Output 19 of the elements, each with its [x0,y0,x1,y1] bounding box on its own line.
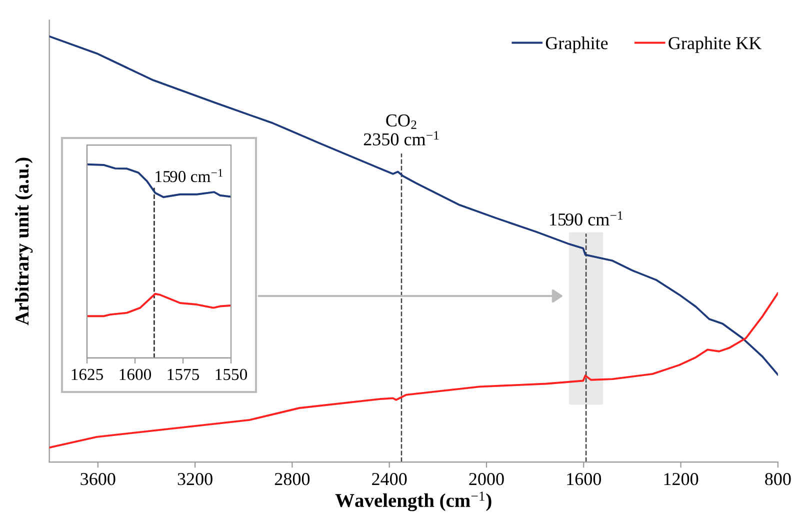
ref-line-label: 1590 cm$^{−1}$ [156,168,223,182]
x-tick-label: 2400 [372,472,407,486]
x-tick-label: 1575 [168,368,200,380]
legend-label: Graphite KK [668,36,762,53]
y-axis-title: Arbitrary unit (a.u.) [14,158,33,326]
ref-line-label: 1590 cm$^{−1}$ [550,211,622,226]
x-axis-title: Wavelength (cm$^{−1}$) [335,492,492,512]
ref-line-label: CO$_{2}$ 2350 cm$^{−1}$ [364,114,439,146]
x-tick-label: 1625 [72,368,104,380]
x-tick-label: 3600 [80,472,116,486]
x-tick-label: 2800 [274,472,310,486]
x-tick-label: 2000 [469,472,504,486]
x-tick-label: 1600 [120,368,152,380]
x-tick-label: 800 [765,472,791,486]
x-tick-label: 3200 [178,472,212,486]
legend-label: Graphite [546,36,608,53]
x-tick-label: 1600 [567,472,602,486]
x-tick-label: 1200 [664,472,698,486]
x-tick-label: 1550 [216,368,248,380]
